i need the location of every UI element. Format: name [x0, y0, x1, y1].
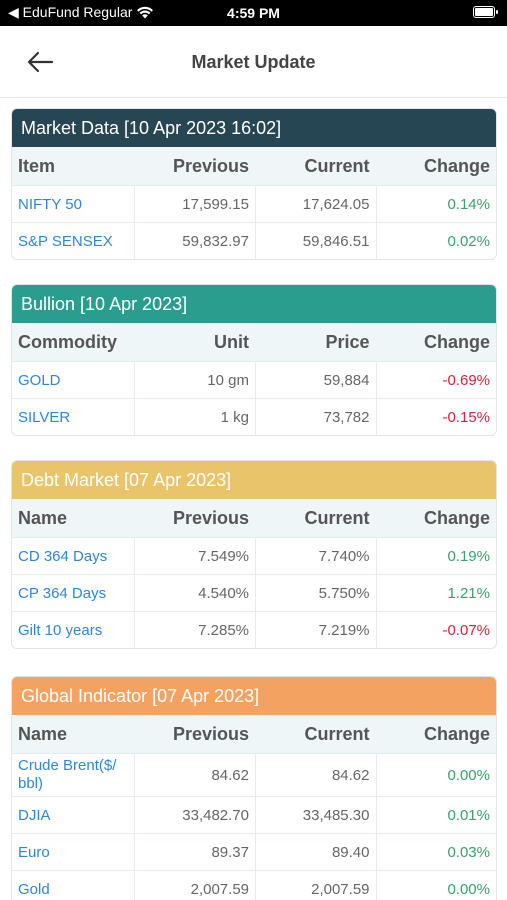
status-time: 4:59 PM: [227, 5, 280, 21]
current-value: 59,846.51: [255, 223, 376, 259]
current-value: 2,007.59: [255, 871, 376, 900]
item-link-cp-364[interactable]: CP 364 Days: [18, 584, 107, 602]
status-left: ◀ EduFund Regular: [8, 4, 154, 21]
item-link-nifty-50[interactable]: NIFTY 50: [18, 195, 82, 213]
column-header: Change: [423, 507, 490, 528]
column-header: Name: [18, 507, 68, 528]
change-value: 0.01%: [375, 797, 497, 833]
column-header: Name: [18, 723, 68, 744]
wifi-icon: [137, 6, 154, 19]
market-data-header-row: Item Previous Current Change: [12, 147, 496, 185]
item-link-gold[interactable]: GOLD: [18, 371, 61, 389]
table-row: S&P SENSEX 59,832.97 59,846.51 0.02%: [12, 222, 496, 259]
current-value: 17,624.05: [255, 186, 376, 222]
market-data-card: Market Data [10 Apr 2023 16:02] Item Pre…: [11, 108, 497, 260]
item-link-crude-brent[interactable]: Crude Brent($/ bbl): [18, 757, 117, 792]
item-link-sensex[interactable]: S&P SENSEX: [18, 232, 113, 250]
item-link-gilt-10[interactable]: Gilt 10 years: [18, 621, 103, 639]
table-row: SILVER 1 kg 73,782 -0.15%: [12, 398, 496, 435]
previous-value: 4.540%: [133, 575, 256, 611]
status-bar: ◀ EduFund Regular 4:59 PM: [0, 0, 507, 26]
debt-market-card: Debt Market [07 Apr 2023] Name Previous …: [11, 460, 497, 649]
current-value: 7.219%: [255, 612, 376, 648]
current-value: 5.750%: [255, 575, 376, 611]
debt-market-header-row: Name Previous Current Change: [12, 499, 496, 537]
market-data-title: Market Data [10 Apr 2023 16:02]: [12, 109, 496, 147]
table-row: CP 364 Days 4.540% 5.750% 1.21%: [12, 574, 496, 611]
column-header: Current: [304, 155, 370, 176]
previous-value: 7.285%: [133, 612, 256, 648]
global-indicator-header-row: Name Previous Current Change: [12, 715, 496, 753]
column-header: Change: [423, 331, 490, 352]
price-value: 73,782: [255, 399, 376, 435]
current-value: 7.740%: [255, 538, 376, 574]
app-header: Market Update: [0, 26, 507, 98]
column-header: Previous: [172, 507, 249, 528]
change-value: 0.14%: [375, 186, 497, 222]
change-value: -0.07%: [375, 612, 497, 648]
table-row: DJIA 33,482.70 33,485.30 0.01%: [12, 796, 496, 833]
change-value: -0.15%: [375, 399, 497, 435]
change-value: 0.19%: [375, 538, 497, 574]
previous-value: 17,599.15: [133, 186, 256, 222]
current-value: 89.40: [255, 834, 376, 870]
bullion-title: Bullion [10 Apr 2023]: [12, 285, 496, 323]
current-value: 33,485.30: [255, 797, 376, 833]
change-value: -0.69%: [375, 362, 497, 398]
item-link-gold-global[interactable]: Gold: [18, 880, 50, 898]
change-value: 0.03%: [375, 834, 497, 870]
previous-value: 89.37: [133, 834, 256, 870]
table-row: Crude Brent($/ bbl) 84.62 84.62 0.00%: [12, 753, 496, 796]
table-row: CD 364 Days 7.549% 7.740% 0.19%: [12, 537, 496, 574]
back-button[interactable]: [24, 48, 56, 76]
item-link-euro[interactable]: Euro: [18, 843, 50, 861]
previous-value: 33,482.70: [133, 797, 256, 833]
table-row: Gilt 10 years 7.285% 7.219% -0.07%: [12, 611, 496, 648]
column-header: Current: [304, 507, 370, 528]
bullion-header-row: Commodity Unit Price Change: [12, 323, 496, 361]
item-link-djia[interactable]: DJIA: [18, 806, 51, 824]
column-header: Item: [18, 155, 56, 176]
previous-value: 59,832.97: [133, 223, 256, 259]
previous-value: 84.62: [133, 754, 256, 796]
unit-value: 10 gm: [133, 362, 256, 398]
change-value: 0.00%: [375, 871, 497, 900]
table-row: Euro 89.37 89.40 0.03%: [12, 833, 496, 870]
column-header: Previous: [172, 155, 249, 176]
price-value: 59,884: [255, 362, 376, 398]
column-header: Current: [304, 723, 370, 744]
column-header: Change: [423, 155, 490, 176]
column-header: Commodity: [18, 331, 117, 352]
battery-icon: [473, 6, 498, 18]
item-link-silver[interactable]: SILVER: [18, 408, 71, 426]
page-title: Market Update: [191, 52, 316, 72]
table-row: Gold 2,007.59 2,007.59 0.00%: [12, 870, 496, 900]
current-value: 84.62: [255, 754, 376, 796]
back-arrow-icon: [27, 51, 54, 73]
bullion-card: Bullion [10 Apr 2023] Commodity Unit Pri…: [11, 284, 497, 436]
table-row: GOLD 10 gm 59,884 -0.69%: [12, 361, 496, 398]
change-value: 0.00%: [375, 754, 497, 796]
column-header: Price: [325, 331, 370, 352]
unit-value: 1 kg: [133, 399, 256, 435]
column-header: Previous: [172, 723, 249, 744]
table-row: NIFTY 50 17,599.15 17,624.05 0.14%: [12, 185, 496, 222]
column-header: Unit: [214, 331, 249, 352]
global-indicator-card: Global Indicator [07 Apr 2023] Name Prev…: [11, 676, 497, 900]
change-value: 1.21%: [375, 575, 497, 611]
carrier-label: ◀ EduFund Regular: [8, 4, 133, 20]
column-header: Change: [423, 723, 490, 744]
debt-market-title: Debt Market [07 Apr 2023]: [12, 461, 496, 499]
previous-value: 7.549%: [133, 538, 256, 574]
global-indicator-title: Global Indicator [07 Apr 2023]: [12, 677, 496, 715]
change-value: 0.02%: [375, 223, 497, 259]
previous-value: 2,007.59: [133, 871, 256, 900]
item-link-cd-364[interactable]: CD 364 Days: [18, 547, 108, 565]
